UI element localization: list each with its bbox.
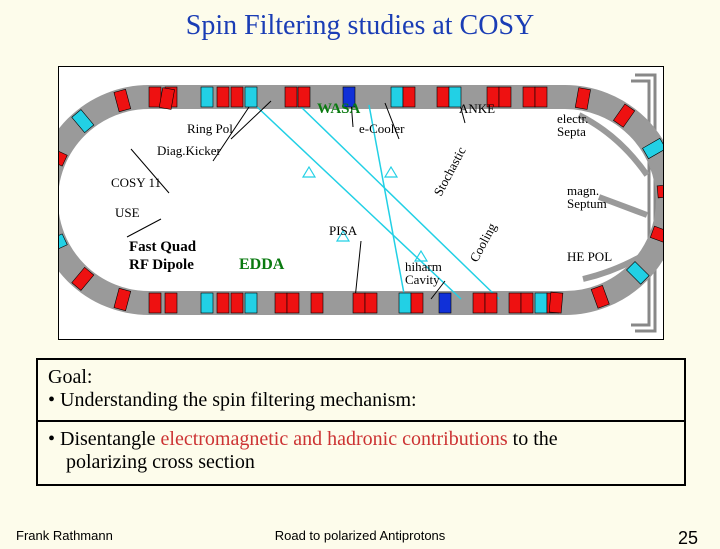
goal-box: Goal: • Understanding the spin filtering… [36, 358, 686, 486]
svg-text:HE POL: HE POL [567, 249, 612, 264]
footer-title: Road to polarized Antiprotons [0, 528, 720, 543]
svg-text:Septa: Septa [557, 124, 586, 139]
diagram-svg: Ring Pol Diag.Kicker COSY 11 USE WASA e-Coole… [59, 67, 663, 339]
svg-text:WASA: WASA [317, 101, 361, 117]
svg-text:Diag.Kicker: Diag.Kicker [157, 143, 222, 158]
svg-text:Septum: Septum [567, 196, 607, 211]
goal-line3: polarizing cross section [48, 451, 674, 474]
goal-heading: Goal: [48, 366, 674, 389]
slide-number: 25 [678, 528, 698, 549]
cosy-diagram: Ring Pol Diag.Kicker COSY 11 USE WASA e-Coole… [58, 66, 664, 340]
goal-top: Goal: • Understanding the spin filtering… [38, 360, 684, 422]
svg-text:Cooling: Cooling [466, 220, 499, 264]
page-title: Spin Filtering studies at COSY [0, 10, 720, 42]
svg-text:USE: USE [115, 205, 140, 220]
svg-text:Ring Pol: Ring Pol [187, 121, 233, 136]
title-text: Spin Filtering studies at COSY [186, 10, 534, 41]
goal-line2a: • Disentangle [48, 428, 161, 450]
svg-text:ANKE: ANKE [459, 101, 495, 116]
svg-text:PISA: PISA [329, 223, 358, 238]
svg-text:Cavity: Cavity [405, 272, 440, 287]
svg-text:RF Dipole: RF Dipole [129, 257, 194, 273]
goal-highlight: electromagnetic and hadronic contributio… [161, 428, 508, 450]
svg-text:EDDA: EDDA [239, 256, 285, 273]
svg-text:Stochastic: Stochastic [430, 144, 468, 198]
goal-line1: • Understanding the spin filtering mecha… [48, 389, 674, 412]
svg-text:COSY 11: COSY 11 [111, 175, 161, 190]
svg-text:e-Cooler: e-Cooler [359, 121, 405, 136]
goal-line2c: to the [508, 428, 558, 450]
goal-bottom: • Disentangle electromagnetic and hadron… [38, 422, 684, 484]
svg-text:Fast Quad: Fast Quad [129, 239, 197, 255]
